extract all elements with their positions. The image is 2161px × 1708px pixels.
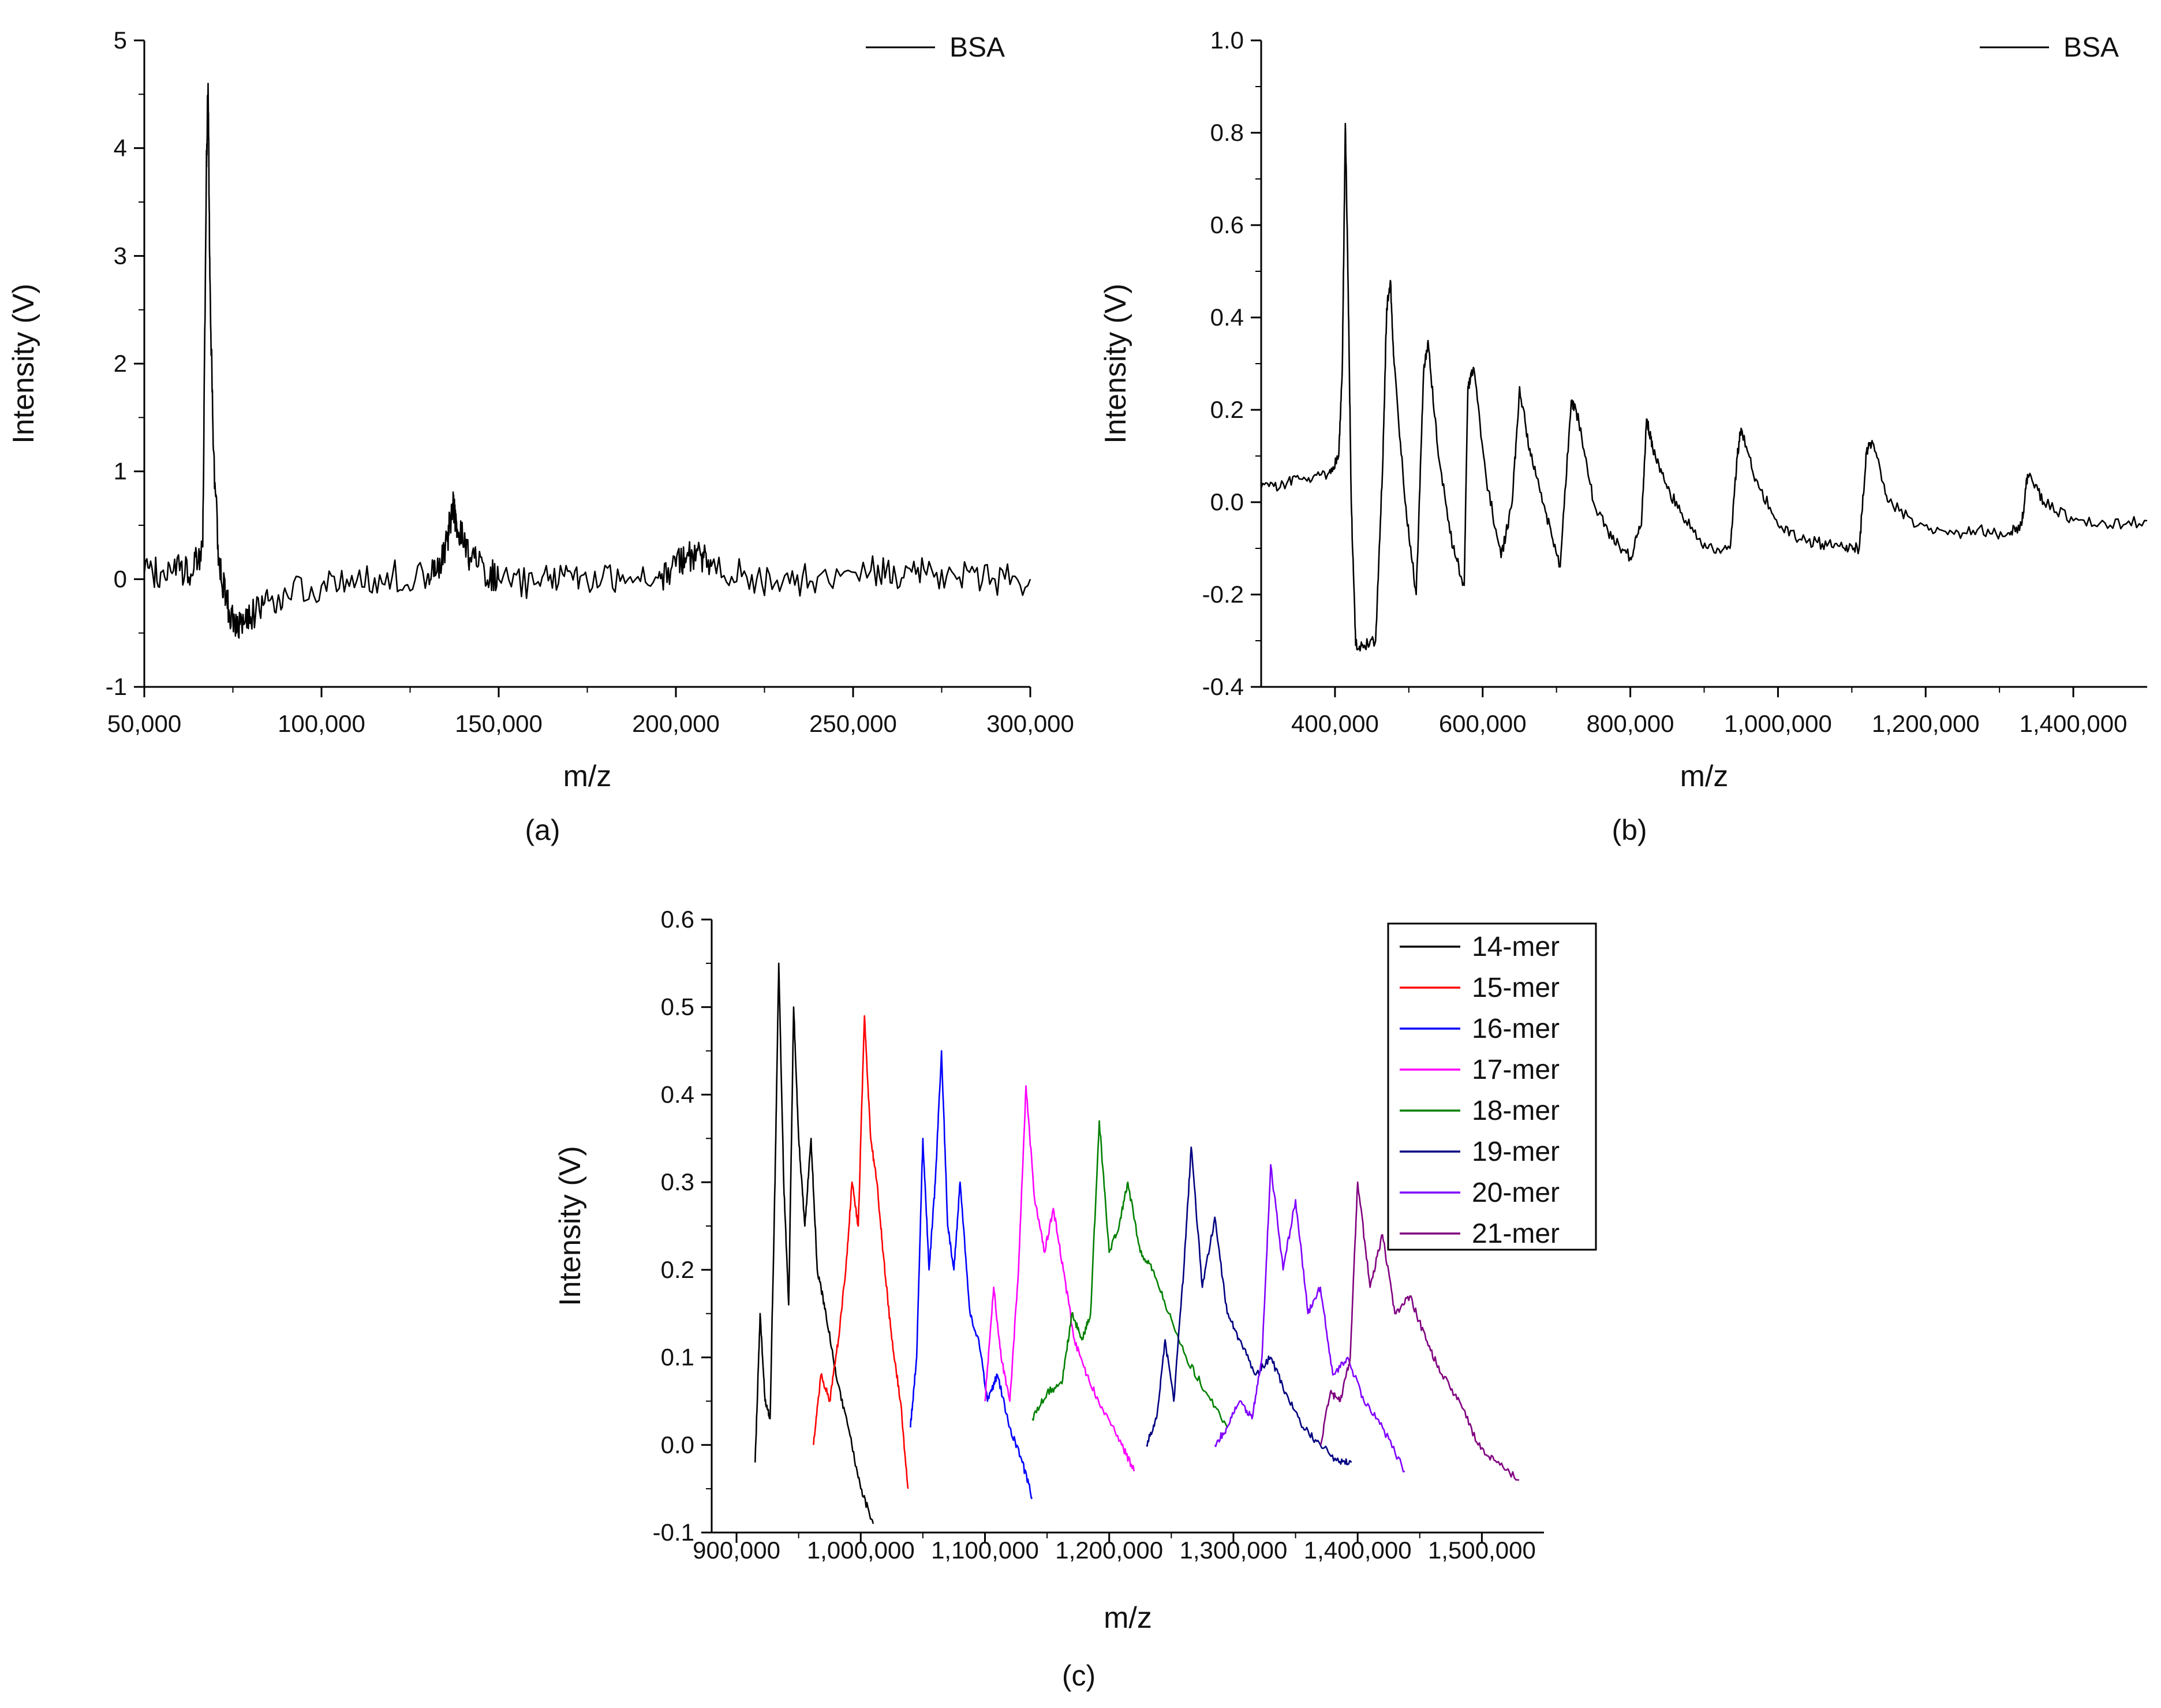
x-tick-label: 1,200,000 <box>1055 1537 1163 1564</box>
legend-label: BSA <box>949 32 1005 63</box>
series-line-15-mer <box>813 1015 909 1489</box>
x-axis-label: m/z <box>563 760 612 793</box>
y-tick-label: 0.1 <box>661 1344 694 1371</box>
legend-label: 20-mer <box>1472 1178 1560 1208</box>
series-line-18-mer <box>1031 1120 1228 1428</box>
y-tick-label: 0.5 <box>661 993 694 1021</box>
y-tick-label: 0 <box>114 565 127 592</box>
y-tick-label: 1 <box>114 458 127 485</box>
series-line-20-mer <box>1214 1164 1405 1472</box>
legend-label: BSA <box>2063 32 2119 63</box>
series-line-19-mer <box>1146 1146 1352 1466</box>
legend-label: 17-mer <box>1472 1055 1560 1085</box>
caption-a: (a) <box>525 814 560 846</box>
series-line-BSA <box>1260 122 2148 652</box>
y-tick-label: -0.4 <box>1202 673 1244 700</box>
series-line-14-mer <box>754 962 874 1524</box>
chart-panel-c: -0.1 0.0 0.1 0.2 0.3 0.4 0.5 0.6 900,000 1,000,00… <box>554 906 1597 1635</box>
x-tick-label: 1,400,000 <box>2020 710 2128 737</box>
series-line-17-mer <box>984 1085 1135 1472</box>
y-axis-label: Intensity (V) <box>554 1146 587 1306</box>
legend-label: 15-mer <box>1472 973 1560 1003</box>
x-tick-label: 100,000 <box>278 710 365 737</box>
y-tick-label: 0.2 <box>1210 396 1244 423</box>
y-tick-label: 2 <box>114 350 127 377</box>
legend-label: 14-mer <box>1472 932 1560 962</box>
x-tick-label: 1,200,000 <box>1872 710 1980 737</box>
legend-label: 18-mer <box>1472 1096 1560 1126</box>
y-axis-label: Intensity (V) <box>1099 283 1132 443</box>
y-tick-label: 3 <box>114 242 127 269</box>
caption-c: (c) <box>1062 1660 1096 1692</box>
x-axis-label: m/z <box>1104 1601 1152 1635</box>
y-tick-label: -0.2 <box>1202 581 1244 608</box>
x-tick-label: 900,000 <box>693 1537 780 1564</box>
chart-panel-b: -0.4 -0.2 0.0 0.2 0.4 0.6 0.8 1.0 400,000 600,000… <box>1099 27 2148 793</box>
series-line-16-mer <box>910 1050 1033 1500</box>
legend-label: 19-mer <box>1472 1137 1560 1167</box>
x-axis-label: m/z <box>1680 760 1729 793</box>
x-tick-label: 1,100,000 <box>931 1537 1039 1564</box>
y-tick-label: 0.6 <box>661 906 694 933</box>
x-tick-label: 400,000 <box>1291 710 1379 737</box>
legend-label: 21-mer <box>1472 1219 1560 1249</box>
y-tick-label: 0.4 <box>661 1081 694 1108</box>
y-tick-label: 0.0 <box>661 1431 694 1458</box>
y-tick-label: 1.0 <box>1210 27 1244 54</box>
x-tick-label: 250,000 <box>809 710 897 737</box>
x-tick-label: 200,000 <box>632 710 720 737</box>
series-line-21-mer <box>1319 1181 1520 1481</box>
chart-panel-a: -1 0 1 2 3 4 5 50,000 100,000 150,000 200,000 250,0… <box>7 27 1074 793</box>
y-tick-label: -0.1 <box>653 1519 694 1546</box>
y-tick-label: 0.6 <box>1210 211 1244 238</box>
x-tick-label: 800,000 <box>1587 710 1674 737</box>
y-tick-label: 0.3 <box>661 1168 694 1195</box>
y-axis-label: Intensity (V) <box>7 283 40 443</box>
y-tick-label: -1 <box>106 673 127 700</box>
y-tick-label: 5 <box>114 27 127 54</box>
x-tick-label: 1,400,000 <box>1304 1537 1412 1564</box>
legend-box <box>1387 922 1597 1251</box>
series-line-BSA <box>143 83 1031 639</box>
y-tick-label: 0.2 <box>661 1256 694 1283</box>
x-tick-label: 1,000,000 <box>807 1537 915 1564</box>
y-tick-label: 0.4 <box>1210 304 1244 331</box>
y-tick-label: 4 <box>114 134 127 162</box>
x-tick-label: 600,000 <box>1439 710 1527 737</box>
x-tick-label: 1,500,000 <box>1428 1537 1536 1564</box>
x-tick-label: 150,000 <box>455 710 543 737</box>
legend-label: 16-mer <box>1472 1014 1560 1044</box>
y-tick-label: 0.8 <box>1210 119 1244 146</box>
x-tick-label: 50,000 <box>107 710 181 737</box>
x-tick-label: 1,000,000 <box>1724 710 1832 737</box>
caption-b: (b) <box>1612 814 1647 846</box>
x-tick-label: 1,300,000 <box>1180 1537 1288 1564</box>
y-tick-label: 0.0 <box>1210 488 1244 515</box>
x-tick-label: 300,000 <box>986 710 1074 737</box>
